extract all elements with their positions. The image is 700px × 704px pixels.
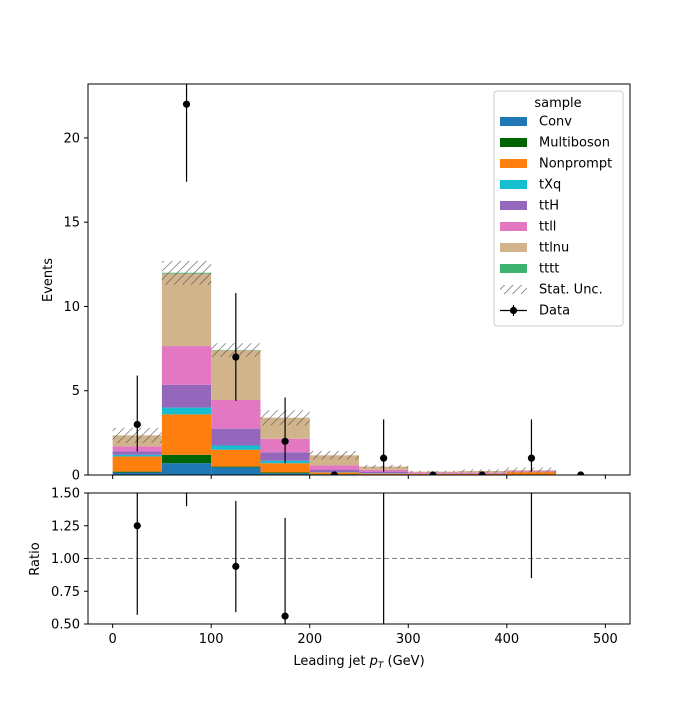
ratio-point-0 bbox=[134, 522, 141, 529]
legend-label-multiboson: Multiboson bbox=[539, 136, 610, 151]
bar-conv-bin-1 bbox=[162, 463, 211, 475]
data-point-0 bbox=[134, 421, 141, 428]
bar-nonprompt-bin-3 bbox=[260, 463, 309, 472]
legend-label-nonprompt: Nonprompt bbox=[539, 157, 612, 172]
main-y-tick-label-20: 20 bbox=[63, 131, 80, 146]
main-panel: 0 5 10 15 20 Events sample Conv Multiboson Non… bbox=[41, 6, 630, 483]
bar-ttll-bin-4 bbox=[310, 465, 359, 469]
ratio-x-tick-label-0: 0 bbox=[108, 632, 116, 647]
ratio-point-2 bbox=[232, 563, 239, 570]
ratio-x-tick-label-400: 400 bbox=[494, 632, 519, 647]
bar-multiboson-bin-0 bbox=[113, 472, 162, 473]
bar-multiboson-bin-2 bbox=[211, 467, 260, 468]
legend-label-tth: ttH bbox=[539, 199, 559, 214]
main-y-tick-label-15: 15 bbox=[63, 216, 80, 231]
stat-unc-band-bin-4 bbox=[310, 451, 359, 459]
legend-title: sample bbox=[534, 96, 581, 111]
bar-ttll-bin-2 bbox=[211, 400, 260, 429]
bar-tth-bin-0 bbox=[113, 451, 162, 454]
bar-nonprompt-bin-1 bbox=[162, 414, 211, 454]
ratio-x-axis-label: Leading jet pT (GeV) bbox=[293, 654, 424, 671]
bar-txq-bin-1 bbox=[162, 408, 211, 415]
bar-conv-bin-2 bbox=[211, 467, 260, 475]
legend-swatch-multiboson bbox=[500, 138, 527, 147]
legend-swatch-conv bbox=[500, 117, 527, 126]
legend-label-ttll: ttll bbox=[539, 220, 556, 235]
ratio-x-tick-label-200: 200 bbox=[297, 632, 322, 647]
legend-label-ttlnu: ttlnu bbox=[539, 241, 569, 256]
main-x-ticks bbox=[113, 475, 606, 479]
bar-nonprompt-bin-2 bbox=[211, 450, 260, 467]
main-y-tick-label-5: 5 bbox=[72, 384, 80, 399]
bar-ttll-bin-1 bbox=[162, 346, 211, 385]
bar-tth-bin-5 bbox=[359, 472, 408, 474]
legend-swatch-ttlnu bbox=[500, 243, 527, 252]
legend-label-tttt: tttt bbox=[539, 262, 559, 277]
legend: sample Conv Multiboson Nonprompt tXq ttH ttll… bbox=[494, 91, 623, 326]
ratio-x-tick-label-500: 500 bbox=[593, 632, 618, 647]
bar-txq-bin-2 bbox=[211, 446, 260, 450]
data-point-5 bbox=[380, 455, 387, 462]
main-y-tick-label-0: 0 bbox=[72, 469, 80, 484]
main-y-tick-label-10: 10 bbox=[63, 300, 80, 315]
data-point-2 bbox=[232, 353, 239, 360]
bar-nonprompt-bin-5 bbox=[359, 474, 408, 475]
main-y-ticks: 0 5 10 15 20 bbox=[63, 131, 88, 483]
bar-multiboson-bin-1 bbox=[162, 455, 211, 463]
ratio-y-tick-label-1: 0.75 bbox=[51, 585, 80, 600]
ratio-y-tick-label-4: 1.50 bbox=[51, 487, 80, 502]
ratio-x-ticks: 0 100 200 300 400 500 bbox=[108, 624, 617, 647]
data-point-3 bbox=[281, 438, 288, 445]
ratio-y-tick-label-2: 1.00 bbox=[51, 552, 80, 567]
legend-label-txq: tXq bbox=[539, 178, 561, 193]
ratio-y-tick-label-3: 1.25 bbox=[51, 519, 80, 534]
legend-label-stat-unc: Stat. Unc. bbox=[539, 283, 603, 298]
ratio-y-axis-label: Ratio bbox=[28, 542, 43, 575]
ratio-point-3 bbox=[281, 613, 288, 620]
data-point-8 bbox=[528, 455, 535, 462]
bar-tth-bin-1 bbox=[162, 385, 211, 408]
bar-nonprompt-bin-0 bbox=[113, 456, 162, 471]
legend-swatch-ttll bbox=[500, 222, 527, 231]
legend-swatch-txq bbox=[500, 180, 527, 189]
legend-swatch-nonprompt bbox=[500, 159, 527, 168]
bar-multiboson-bin-3 bbox=[260, 472, 309, 473]
legend-swatch-tth bbox=[500, 201, 527, 210]
ratio-y-ticks: 0.50 0.75 1.00 1.25 1.50 bbox=[51, 487, 88, 633]
ratio-x-tick-label-100: 100 bbox=[199, 632, 224, 647]
main-y-axis-label: Events bbox=[41, 258, 56, 302]
stat-unc-band-bin-1 bbox=[162, 261, 211, 285]
legend-data-marker bbox=[510, 307, 517, 314]
data-point-1 bbox=[183, 101, 190, 108]
legend-label-conv: Conv bbox=[539, 115, 572, 130]
ratio-point-5 bbox=[528, 385, 535, 392]
legend-label-data: Data bbox=[539, 304, 570, 319]
bar-tth-bin-2 bbox=[211, 429, 260, 446]
legend-swatch-stat-unc bbox=[500, 285, 527, 294]
ratio-y-tick-label-0: 0.50 bbox=[51, 618, 80, 633]
legend-swatch-tttt bbox=[500, 264, 527, 273]
ratio-x-tick-label-300: 300 bbox=[396, 632, 421, 647]
bar-txq-bin-0 bbox=[113, 455, 162, 457]
